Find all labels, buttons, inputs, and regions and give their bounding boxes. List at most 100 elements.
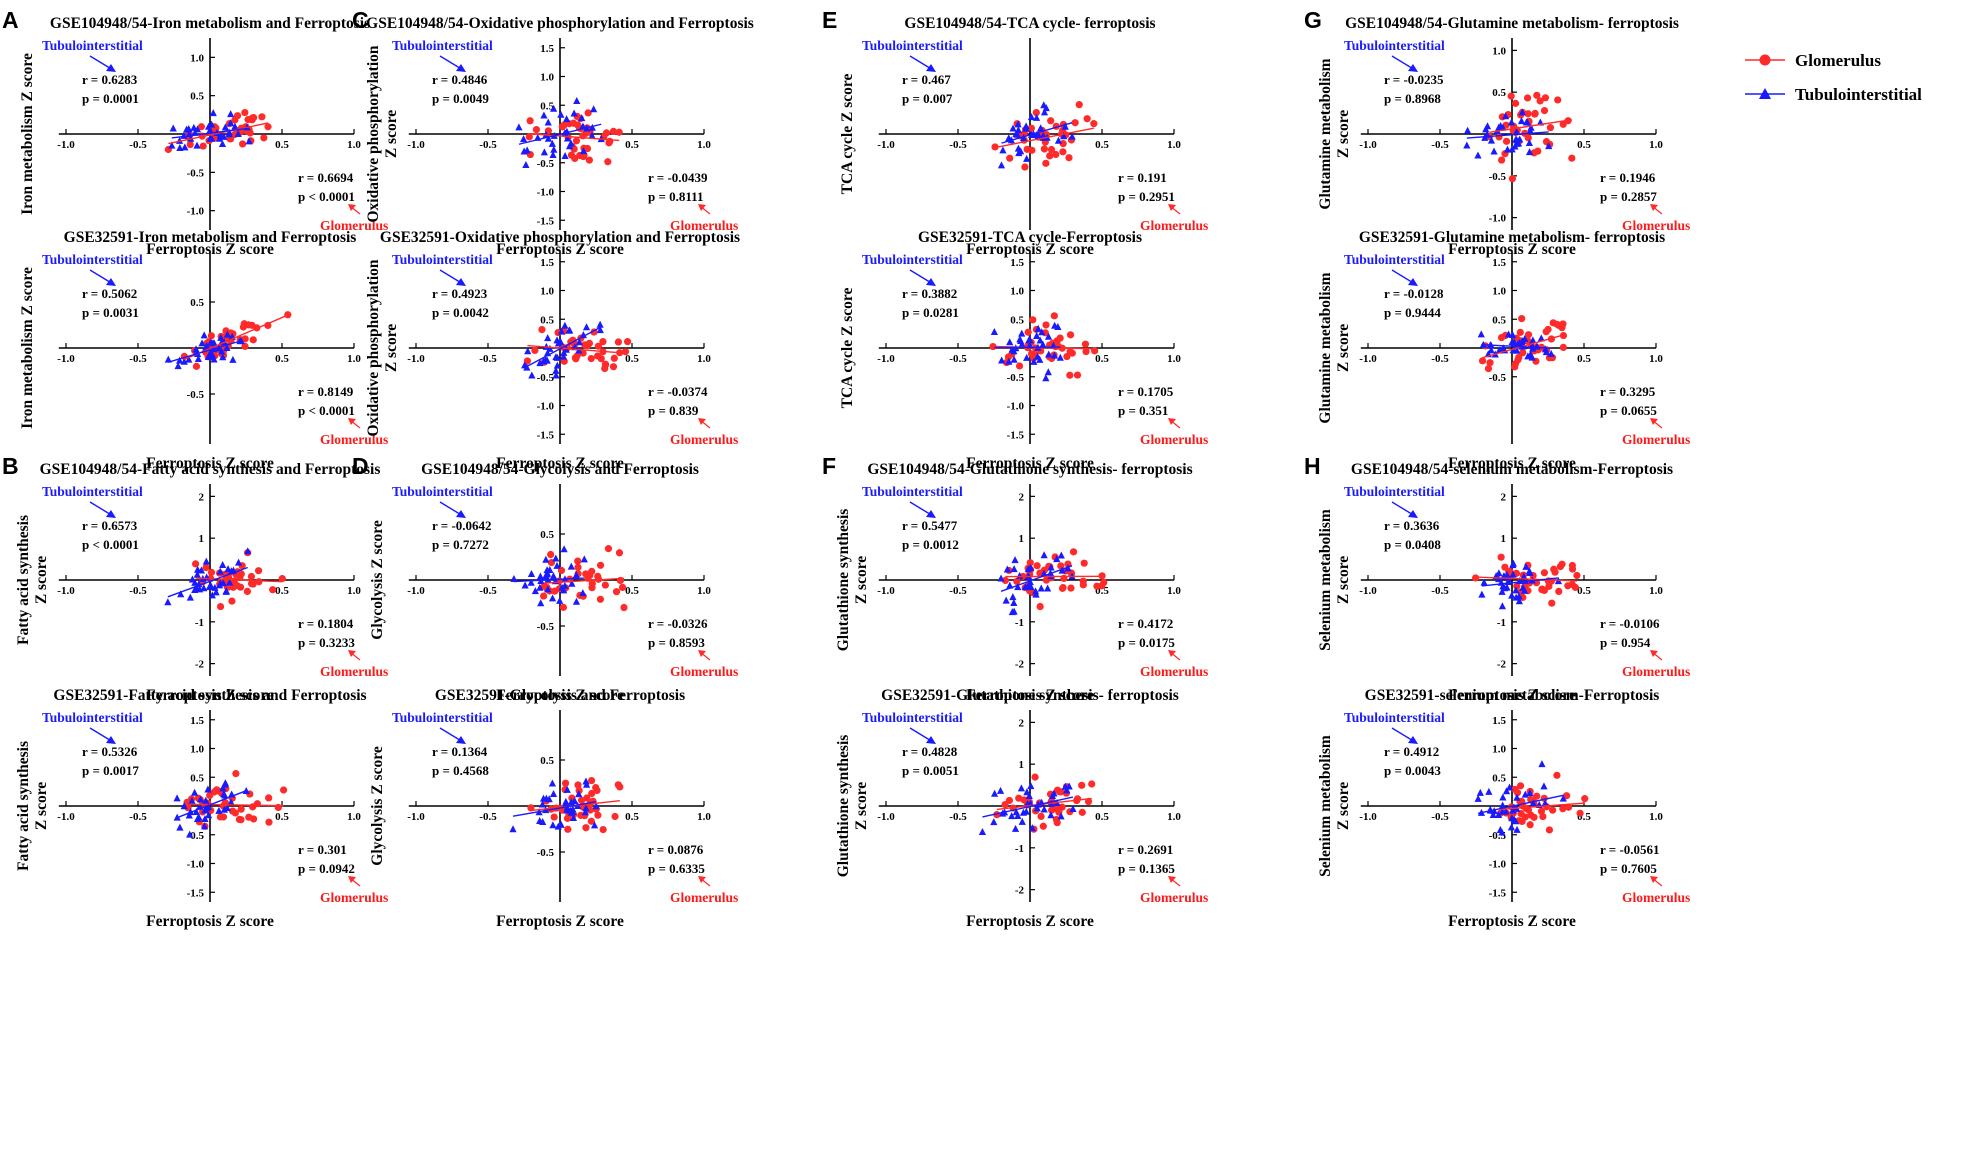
y-tick-label: 1.5 — [540, 43, 554, 55]
glomerulus-point — [559, 603, 567, 611]
y-axis-label-line: TCA cycle Z score — [839, 288, 856, 409]
glomerulus-r-value: r = 0.301 — [298, 842, 347, 857]
x-tick-label: 0.5 — [275, 585, 289, 597]
tubulointerstitial-point — [1509, 570, 1517, 578]
tubulointerstitial-point — [1010, 355, 1018, 363]
glomerulus-r-value: r = 0.2691 — [1118, 842, 1173, 857]
tubulointerstitial-r-value: r = 0.6283 — [82, 72, 138, 87]
tubulointerstitial-point — [1508, 331, 1517, 339]
tubulointerstitial-point — [562, 115, 571, 123]
scatter-panel: GSE32591-TCA cycle-Ferroptosis -1.0 -0.5 0.… — [839, 229, 1208, 472]
glomerulus-arrowhead — [348, 418, 356, 425]
glomerulus-label: Glomerulus — [670, 432, 738, 447]
glomerulus-point — [1098, 582, 1106, 590]
glomerulus-point — [587, 817, 595, 825]
tubulointerstitial-point — [539, 818, 547, 826]
chart-title: GSE32591-Iron metabolism and Ferroptosis — [64, 229, 357, 246]
y-axis-label: Glutamine metabolismZ score — [1317, 58, 1352, 209]
tubulointerstitial-point — [582, 323, 591, 331]
tubulointerstitial-point — [549, 572, 558, 580]
tubulointerstitial-p-value: p = 0.8968 — [1384, 91, 1441, 106]
x-tick-label: -1.0 — [1359, 353, 1377, 365]
tubulointerstitial-point — [1008, 812, 1016, 820]
x-tick-label: -0.5 — [1431, 811, 1449, 823]
tubulointerstitial-p-value: p = 0.0031 — [82, 305, 139, 320]
tubulointerstitial-point — [1499, 793, 1507, 801]
tubulointerstitial-point — [1537, 334, 1545, 342]
glomerulus-point — [1511, 99, 1520, 107]
glomerulus-point — [1554, 96, 1562, 104]
y-tick-label: 2 — [1019, 491, 1025, 503]
legend-glomerulus-label: Glomerulus — [1795, 51, 1881, 70]
y-axis-label-line: Fatty acid synthesis — [15, 741, 32, 871]
chart-title: GSE104948/54-Glycolysis and Ferroptosis — [421, 461, 699, 478]
glomerulus-point — [1040, 145, 1048, 153]
tubulointerstitial-point — [1027, 782, 1035, 790]
chart-title: GSE32591-TCA cycle-Ferroptosis — [918, 229, 1142, 246]
tubulointerstitial-arrowhead — [1408, 278, 1418, 286]
glomerulus-point — [564, 825, 572, 833]
chart-title: GSE104948/54-Glutamine metabolism- ferro… — [1345, 15, 1679, 32]
glomerulus-point — [1065, 154, 1073, 162]
tubulointerstitial-point — [596, 320, 604, 328]
glomerulus-point — [1066, 331, 1075, 339]
tubulointerstitial-point — [575, 338, 583, 346]
y-tick-label: 1 — [1019, 759, 1025, 771]
tubulointerstitial-point — [1545, 142, 1553, 150]
x-tick-label: 0.5 — [1095, 811, 1109, 823]
tubulointerstitial-point — [181, 143, 189, 151]
tubulointerstitial-point — [542, 355, 550, 363]
x-tick-label: -0.5 — [479, 811, 497, 823]
glomerulus-point — [1513, 789, 1522, 797]
x-tick-label: 0.5 — [1577, 585, 1591, 597]
y-tick-label: -0.5 — [1007, 372, 1025, 384]
y-axis-label-line: Z score — [383, 110, 400, 158]
y-tick-label: -0.5 — [187, 830, 205, 842]
glomerulus-point — [249, 803, 257, 811]
tubulointerstitial-r-value: r = 0.5326 — [82, 744, 138, 759]
glomerulus-point — [572, 137, 581, 145]
tubulointerstitial-point — [1508, 591, 1516, 599]
y-tick-label: 0.5 — [1492, 314, 1506, 326]
glomerulus-point — [585, 156, 593, 164]
panel-letter-d: D — [352, 453, 369, 479]
y-tick-label: -1.0 — [1489, 859, 1507, 871]
tubulointerstitial-point — [1018, 817, 1026, 825]
x-tick-label: -1.0 — [57, 353, 75, 365]
tubulointerstitial-point — [176, 823, 184, 831]
tubulointerstitial-point — [560, 586, 568, 594]
x-tick-label: 1.0 — [347, 139, 361, 151]
y-axis-label: Selenium metabolismZ score — [1317, 509, 1352, 651]
glomerulus-point — [1581, 795, 1589, 803]
glomerulus-point — [1050, 312, 1058, 320]
glomerulus-p-value: p = 0.351 — [1118, 403, 1168, 418]
glomerulus-point — [1031, 773, 1039, 781]
tubulointerstitial-point — [1025, 792, 1033, 800]
glomerulus-point — [265, 794, 273, 802]
y-axis-label: Fatty acid synthesisZ score — [15, 741, 50, 871]
glomerulus-point — [606, 137, 614, 145]
tubulointerstitial-label: Tubulointerstitial — [42, 484, 143, 499]
tubulointerstitial-point — [999, 146, 1007, 154]
tubulointerstitial-point — [1513, 825, 1521, 833]
y-axis-label-line: Glutamine metabolism — [1317, 58, 1334, 209]
glomerulus-point — [585, 339, 593, 347]
tubulointerstitial-regression-line — [994, 346, 1061, 349]
glomerulus-label: Glomerulus — [1622, 890, 1690, 905]
tubulointerstitial-point — [596, 326, 604, 334]
tubulointerstitial-point — [996, 786, 1005, 794]
glomerulus-point — [1513, 582, 1521, 590]
tubulointerstitial-point — [1524, 352, 1532, 360]
tubulointerstitial-r-value: r = -0.0128 — [1384, 286, 1444, 301]
x-tick-label: -1.0 — [877, 811, 895, 823]
tubulointerstitial-label: Tubulointerstitial — [1344, 710, 1445, 725]
glomerulus-point — [570, 145, 578, 153]
tubulointerstitial-point — [546, 344, 554, 352]
tubulointerstitial-point — [203, 341, 211, 349]
scatter-panel: A GSE104948/54-Iron metabolism and Ferrop… — [2, 7, 388, 258]
y-axis-label-line: Glycolysis Z score — [369, 520, 386, 640]
glomerulus-point — [1523, 94, 1532, 102]
scatter-panel: E GSE104948/54-TCA cycle- ferroptosis -1.0… — [822, 7, 1208, 258]
tubulointerstitial-point — [510, 574, 518, 582]
tubulointerstitial-point — [1053, 555, 1061, 563]
